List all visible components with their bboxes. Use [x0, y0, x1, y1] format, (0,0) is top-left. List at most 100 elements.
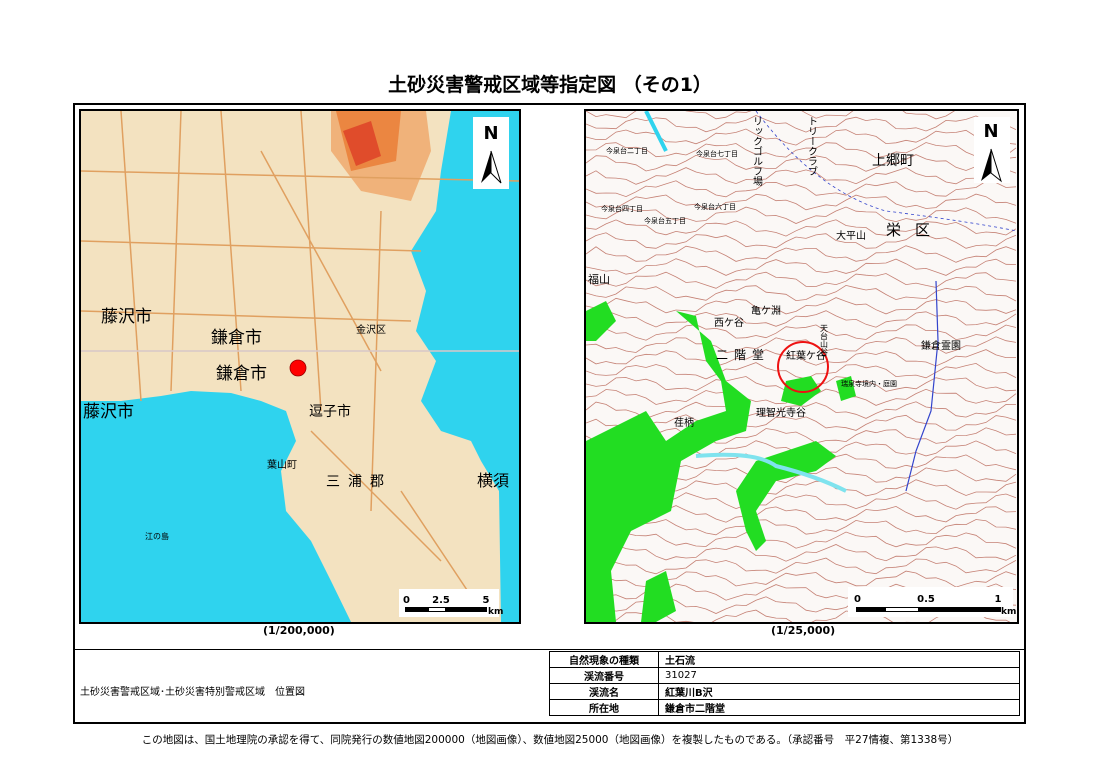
legend-title: 土砂災害警戒区域･土砂災害特別警戒区域 位置図 — [80, 687, 305, 698]
contour-line — [586, 401, 1017, 419]
overview-map[interactable]: N 藤沢市 鎌倉市 鎌倉市 藤沢市 逗子市 三浦郡 横須 葉山町 金沢区 江の島… — [79, 109, 521, 624]
map-sheet-frame — [73, 103, 1026, 724]
place-label: 亀ケ淵 — [751, 304, 781, 317]
place-label: 今泉台四丁目 — [601, 204, 643, 213]
detail-scale: (1/25,000) — [771, 624, 836, 637]
tokyo-bay — [411, 111, 519, 622]
place-label: 三浦郡 — [326, 474, 392, 490]
place-label: 理智光寺谷 — [756, 406, 806, 419]
place-label: 荏柄 — [674, 416, 694, 429]
svg-text:5: 5 — [483, 595, 490, 606]
detail-map[interactable]: N 上郷町 栄区 大平山 紅葉ケ谷 二階堂 亀ケ淵 西ケ谷 天台山谷 鎌倉霊園 … — [584, 109, 1019, 624]
contour-line — [586, 414, 1017, 432]
contour-line — [586, 142, 1017, 159]
contour-line — [586, 310, 1017, 328]
place-label: 逗子市 — [309, 403, 351, 420]
contour-line — [586, 336, 1017, 354]
contour-line — [586, 167, 1017, 185]
place-label: 西ケ谷 — [714, 317, 744, 329]
phenomenon-type-label: 自然現象の種類 — [549, 651, 659, 668]
contour-line — [586, 544, 1017, 562]
detail-map-canvas: N 上郷町 栄区 大平山 紅葉ケ谷 二階堂 亀ケ淵 西ケ谷 天台山谷 鎌倉霊園 … — [586, 111, 1017, 622]
place-label: 鎌倉市 — [216, 364, 267, 384]
place-label: 今泉台七丁目 — [696, 149, 738, 158]
phenomenon-type-value: 土石流 — [658, 651, 1020, 668]
place-label: 藤沢市 — [83, 402, 134, 422]
svg-text:0: 0 — [854, 594, 861, 605]
copyright-footer: この地図は、国土地理院の承認を得て、同院発行の数値地図200000（地図画像）、… — [141, 734, 959, 746]
contour-line — [586, 557, 1017, 575]
contour-line — [586, 219, 1017, 237]
place-label: 瑞泉寺境内・庭園 — [841, 379, 897, 388]
info-table: 自然現象の種類 土石流 渓流番号 31027 渓流名 紅葉川B沢 所在地 鎌倉市二階堂 — [549, 651, 1020, 716]
contour-line — [586, 323, 1017, 341]
location-value: 鎌倉市二階堂 — [658, 699, 1020, 716]
place-label: トリークラブ — [806, 116, 817, 176]
contour-line — [586, 232, 1017, 249]
page-title: 土砂災害警戒区域等指定図 （その1） — [388, 74, 712, 96]
place-label: 今泉台二丁目 — [606, 146, 648, 155]
svg-text:1: 1 — [995, 594, 1002, 605]
place-label: 福山 — [588, 272, 610, 286]
place-label: 紅葉ケ谷 — [786, 349, 826, 362]
place-label: 今泉台六丁目 — [694, 202, 736, 211]
place-label: 横須 — [477, 471, 509, 490]
contour-line — [586, 362, 1017, 380]
contour-line — [586, 519, 1017, 536]
target-area-marker — [777, 341, 829, 393]
table-row: 自然現象の種類 土石流 — [549, 651, 1020, 668]
stream-name-label: 渓流名 — [549, 683, 659, 700]
place-label: 上郷町 — [872, 153, 914, 169]
place-label: 栄区 — [886, 221, 944, 239]
place-label: 天台山谷 — [820, 324, 829, 357]
contour-line — [586, 111, 955, 120]
stream-number-label: 渓流番号 — [549, 667, 659, 684]
section-divider — [73, 649, 1024, 650]
svg-text:km: km — [488, 607, 503, 617]
sagami-bay — [81, 391, 351, 622]
contour-line — [586, 154, 1017, 172]
place-label: 江の島 — [145, 531, 169, 541]
contour-line — [586, 349, 1017, 367]
place-label: 大平山 — [836, 229, 866, 242]
scale-bar: 0 0.5 1 km — [848, 587, 1016, 617]
place-label: 鎌倉霊園 — [921, 339, 961, 352]
table-row: 所在地 鎌倉市二階堂 — [549, 699, 1020, 716]
place-label: 鎌倉市 — [211, 328, 262, 348]
contour-line — [586, 245, 1017, 263]
contour-line — [586, 115, 1017, 133]
contour-line — [586, 180, 1017, 198]
overview-map-canvas: N 藤沢市 鎌倉市 鎌倉市 藤沢市 逗子市 三浦郡 横須 葉山町 金沢区 江の島… — [81, 111, 519, 622]
place-label: 金沢区 — [356, 323, 386, 336]
north-label: N — [483, 123, 498, 144]
river — [695, 452, 847, 493]
stream — [905, 280, 939, 492]
green-area — [586, 301, 856, 622]
contour-line — [586, 258, 1017, 276]
contour-line — [586, 284, 1017, 302]
place-label: 藤沢市 — [101, 307, 152, 327]
svg-text:0.5: 0.5 — [917, 594, 935, 605]
urban-area — [343, 121, 381, 166]
stream-name-value: 紅葉川B沢 — [658, 683, 1020, 700]
overview-scale: (1/200,000) — [263, 624, 335, 637]
table-row: 渓流名 紅葉川B沢 — [549, 683, 1020, 700]
place-label: 葉山町 — [267, 458, 297, 471]
contour-line — [586, 193, 1017, 211]
svg-text:km: km — [1001, 607, 1016, 617]
svg-text:2.5: 2.5 — [432, 595, 450, 606]
north-label: N — [983, 121, 998, 142]
contour-line — [586, 297, 1017, 315]
place-label: 二階堂 — [716, 347, 770, 362]
place-label: リックゴルフ場 — [751, 116, 763, 187]
table-row: 渓流番号 31027 — [549, 667, 1020, 684]
place-label: 今泉台五丁目 — [644, 216, 686, 225]
pond — [644, 111, 668, 152]
svg-text:0: 0 — [403, 595, 410, 606]
scale-bar: 0 2.5 5 km — [399, 589, 503, 617]
contour-line — [586, 271, 1017, 289]
contour-line — [586, 531, 1017, 549]
location-marker — [289, 359, 307, 377]
contour-line — [586, 206, 1017, 224]
location-label: 所在地 — [549, 699, 659, 716]
